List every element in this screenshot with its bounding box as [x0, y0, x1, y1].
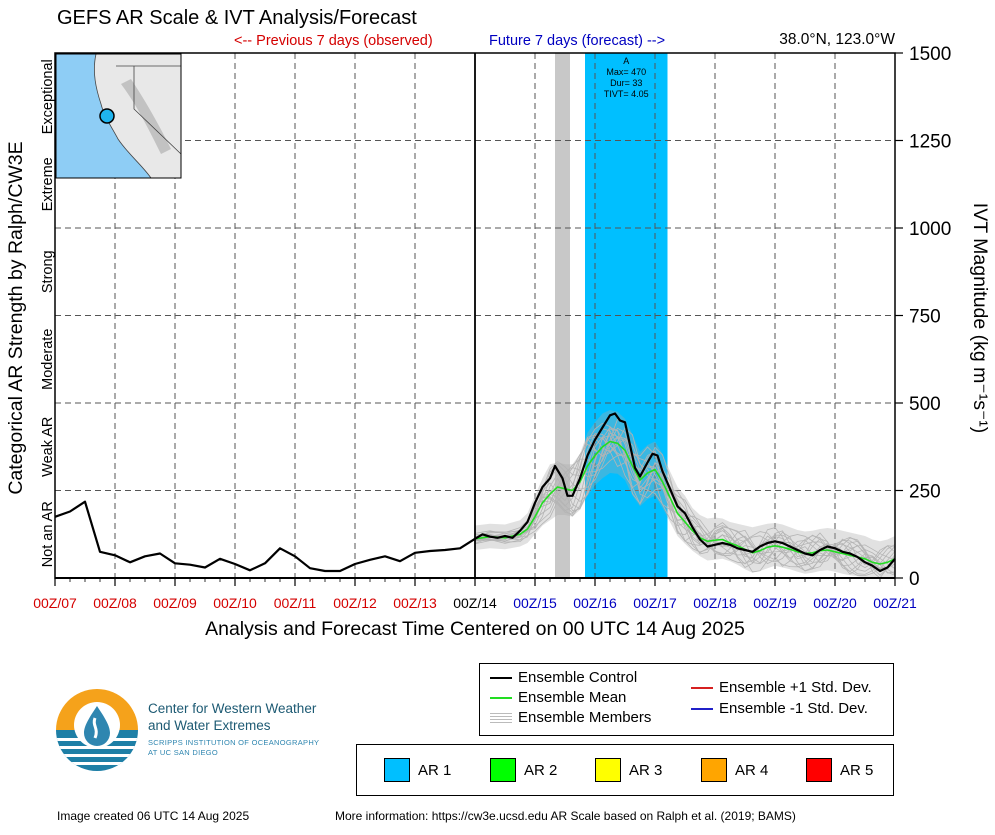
x-tick-label: 00Z/21	[873, 595, 917, 611]
x-tick-label: 00Z/14	[453, 595, 497, 611]
category-label: Moderate	[40, 329, 56, 390]
x-tick-label: 00Z/16	[573, 595, 617, 611]
logo-subtitle: SCRIPPS INSTITUTION OF OCEANOGRAPHY AT UC…	[148, 738, 320, 757]
x-tick-label: 00Z/20	[813, 595, 857, 611]
y-tick-label: 1000	[909, 219, 951, 240]
ar3-legend-item: AR 3	[595, 758, 662, 782]
x-tick-label: 00Z/12	[333, 595, 377, 611]
y-tick-label: 500	[909, 394, 941, 415]
logo-title: Center for Western Weather and Water Extr…	[148, 701, 317, 733]
x-tick-label: 00Z/11	[274, 595, 317, 611]
y-axis-title-right: IVT Magnitude (kg m⁻¹s⁻¹)	[969, 203, 991, 433]
ar4-legend-item: AR 4	[701, 758, 768, 782]
x-axis-title: Analysis and Forecast Time Centered on 0…	[205, 618, 745, 640]
chart-labels: 00Z/07 00Z/08 00Z/09 00Z/10 00Z/11 00Z/12 00Z/…	[5, 44, 991, 640]
ar-annotation-text: Max= 470	[606, 67, 646, 77]
ar5-legend-item: AR 5	[806, 758, 873, 782]
ensemble-member-line	[474, 432, 896, 572]
category-label: Strong	[40, 250, 56, 293]
y-tick-label: 1250	[909, 132, 951, 153]
ensemble-spread	[475, 410, 895, 578]
series-legend: Ensemble Control Ensemble Mean Ensemble …	[479, 663, 894, 736]
future-days-label: Future 7 days (forecast) -->	[489, 33, 666, 49]
x-tick-label: 00Z/19	[753, 595, 797, 611]
x-tick-label: 00Z/07	[33, 595, 77, 611]
ivt-chart: 00Z/07 00Z/08 00Z/09 00Z/10 00Z/11 00Z/12 00Z/…	[5, 44, 991, 640]
legend-members: Ensemble Members	[490, 709, 651, 726]
series-control	[54, 412, 896, 573]
y-tick-label: 250	[909, 482, 941, 503]
cw3e-logo-icon	[56, 689, 138, 771]
category-label: Weak AR	[40, 417, 56, 477]
location-label: 38.0°N, 123.0°W	[779, 31, 895, 48]
x-tick-label: 00Z/15	[513, 595, 557, 611]
x-tick-label: 00Z/18	[693, 595, 737, 611]
chart-title: GEFS AR Scale & IVT Analysis/Forecast	[57, 7, 417, 29]
x-tick-label: 00Z/17	[633, 595, 677, 611]
ar-scale-legend: AR 1 AR 2 AR 3 AR 4 AR 5	[356, 744, 894, 796]
legend-minus-std: Ensemble -1 Std. Dev.	[691, 700, 868, 717]
y-tick-label: 0	[909, 569, 920, 590]
map-terrain	[121, 79, 171, 154]
y-tick-label: 1500	[909, 44, 951, 65]
ar2-legend-item: AR 2	[490, 758, 557, 782]
ar1-legend-item: AR 1	[384, 758, 451, 782]
ensemble-member-line	[475, 427, 896, 576]
category-label: Extreme	[40, 157, 56, 211]
y-tick-label: 750	[909, 307, 941, 328]
image-created-footer: Image created 06 UTC 14 Aug 2025	[57, 809, 250, 823]
x-tick-label: 00Z/10	[213, 595, 257, 611]
x-tick-label: 00Z/09	[153, 595, 197, 611]
category-label: Exceptional	[40, 59, 56, 134]
axes	[54, 52, 903, 586]
legend-plus-std: Ensemble +1 Std. Dev.	[691, 679, 872, 696]
x-tick-label: 00Z/13	[393, 595, 437, 611]
map-frame	[55, 53, 182, 179]
ar-annotation-text: TIVT= 4.05	[604, 89, 649, 99]
ar-annotation-text: A	[623, 56, 629, 66]
legend-mean: Ensemble Mean	[490, 689, 626, 706]
ar-annotation-text: Dur= 33	[610, 78, 642, 88]
location-map	[55, 53, 182, 179]
more-info-footer: More information: https://cw3e.ucsd.edu …	[335, 809, 796, 823]
previous-days-label: <-- Previous 7 days (observed)	[234, 33, 433, 49]
legend-control: Ensemble Control	[490, 669, 637, 686]
gray-period	[555, 53, 570, 578]
cw3e-logo: Center for Western Weather and Water Extr…	[55, 688, 355, 778]
ensemble-member-line	[474, 433, 896, 573]
ensemble-series	[54, 412, 896, 573]
x-tick-label: 00Z/08	[93, 595, 137, 611]
category-label: Not an AR	[40, 501, 56, 567]
location-marker	[99, 108, 115, 124]
map-borders	[116, 65, 182, 155]
y-axis-title-left: Categorical AR Strength by Ralph/CW3E	[5, 141, 27, 494]
